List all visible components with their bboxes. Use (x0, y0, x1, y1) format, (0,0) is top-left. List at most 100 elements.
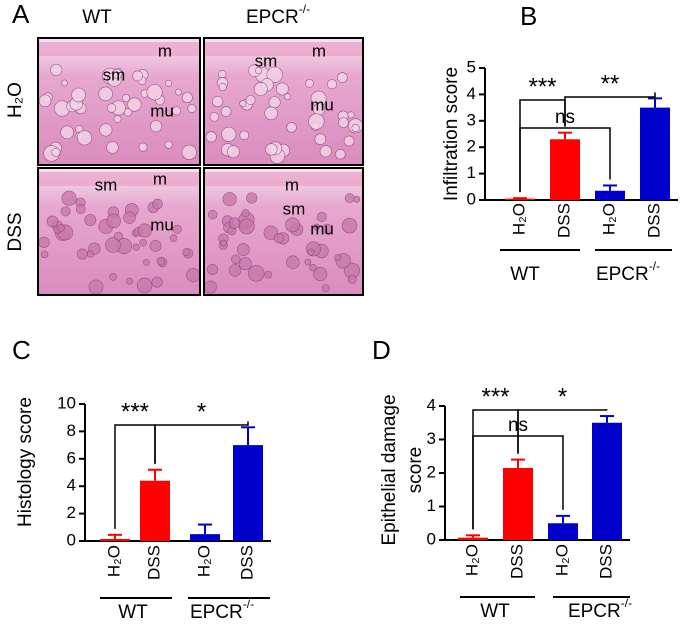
bar (503, 467, 533, 540)
crypt (149, 240, 162, 252)
crypt (248, 265, 265, 282)
category-label: DSS (507, 544, 526, 579)
crypt (347, 111, 355, 119)
crypt (86, 250, 95, 258)
bar (548, 523, 578, 540)
crypt (335, 149, 346, 160)
crypt (220, 239, 228, 247)
tissue-label: mu (310, 219, 334, 238)
tissue-label: m (153, 169, 167, 188)
group-name: EPCR (190, 602, 243, 623)
group-name: EPCR (568, 601, 621, 622)
crypt (304, 258, 312, 266)
crypt (172, 106, 182, 116)
group-label: WT (118, 602, 148, 623)
group-name: EPCR (596, 264, 649, 285)
row-label: DSS (5, 212, 26, 251)
y-tick-label: 0 (427, 529, 436, 548)
significance-label: ns (555, 107, 575, 128)
crypt (175, 88, 182, 96)
crypt (57, 224, 65, 232)
panel-label: D (372, 335, 391, 365)
crypt (139, 238, 147, 247)
row-label: H₂O (5, 82, 26, 118)
y-tick-label: 5 (467, 57, 476, 76)
crypt (71, 87, 86, 103)
crypt (207, 264, 218, 275)
category-label: DSS (596, 544, 615, 579)
crypt (245, 95, 256, 105)
crypt (217, 69, 227, 79)
muscle-layer (38, 42, 200, 56)
crypt (307, 248, 315, 256)
crypt (313, 223, 321, 231)
crypt (275, 82, 289, 96)
group-label: WT (480, 601, 510, 622)
crypt (152, 198, 163, 210)
crypt (132, 243, 140, 251)
y-tick-label: 1 (467, 163, 476, 182)
crypt (60, 206, 71, 217)
y-tick-label: 8 (67, 421, 76, 440)
crypt (164, 140, 173, 149)
crypt (238, 257, 252, 271)
crypt (76, 130, 93, 146)
crypt (50, 63, 63, 76)
crypt (321, 223, 333, 235)
significance-label: *** (481, 383, 509, 410)
crypt (126, 277, 133, 285)
crypt (98, 86, 113, 102)
crypt (334, 254, 342, 261)
muscle-layer (204, 42, 363, 56)
crypt (313, 266, 328, 282)
crypt (123, 211, 136, 224)
crypt (341, 217, 358, 234)
group-label: EPCR-/- (190, 597, 254, 623)
y-tick-label: 6 (67, 448, 76, 467)
crypt (109, 272, 117, 281)
crypt (265, 143, 278, 156)
crypt (351, 123, 360, 133)
crypt (75, 204, 86, 215)
bar (458, 537, 488, 540)
crypt (221, 126, 237, 142)
crypt (105, 237, 121, 253)
group-name: WT (118, 602, 148, 623)
group-superscript: -/- (243, 597, 254, 611)
group-name: WT (82, 7, 112, 28)
micrograph-frame (203, 37, 364, 166)
y-axis-label: Epithelial damage (379, 394, 400, 545)
crypt (222, 192, 237, 207)
crypt (84, 214, 97, 226)
crypt (344, 193, 355, 204)
bar (190, 534, 220, 541)
crypt (204, 280, 217, 294)
category-label: H₂O (509, 203, 528, 235)
crypt (211, 95, 224, 108)
bar (592, 422, 622, 540)
crypt (253, 82, 268, 97)
group-name: WT (510, 264, 540, 285)
group-name: WT (480, 601, 510, 622)
group-name: EPCR (246, 7, 299, 28)
crypt (319, 145, 332, 158)
y-tick-label: 2 (67, 503, 76, 522)
significance-bracket (564, 92, 656, 127)
group-superscript: -/- (299, 2, 310, 16)
crypt (327, 79, 338, 90)
micrograph-frame (203, 167, 364, 296)
crypt (181, 92, 193, 104)
significance-label: *** (528, 73, 556, 100)
tissue-label: mu (310, 95, 334, 114)
crypt (146, 84, 163, 101)
crypt (228, 217, 241, 229)
y-tick-label: 2 (467, 137, 476, 156)
group-superscript: -/- (649, 259, 660, 273)
significance-label: ** (601, 70, 620, 97)
crypt (321, 284, 330, 293)
crypt (156, 256, 166, 266)
crypt (172, 224, 182, 234)
y-tick-label: 4 (67, 476, 76, 495)
